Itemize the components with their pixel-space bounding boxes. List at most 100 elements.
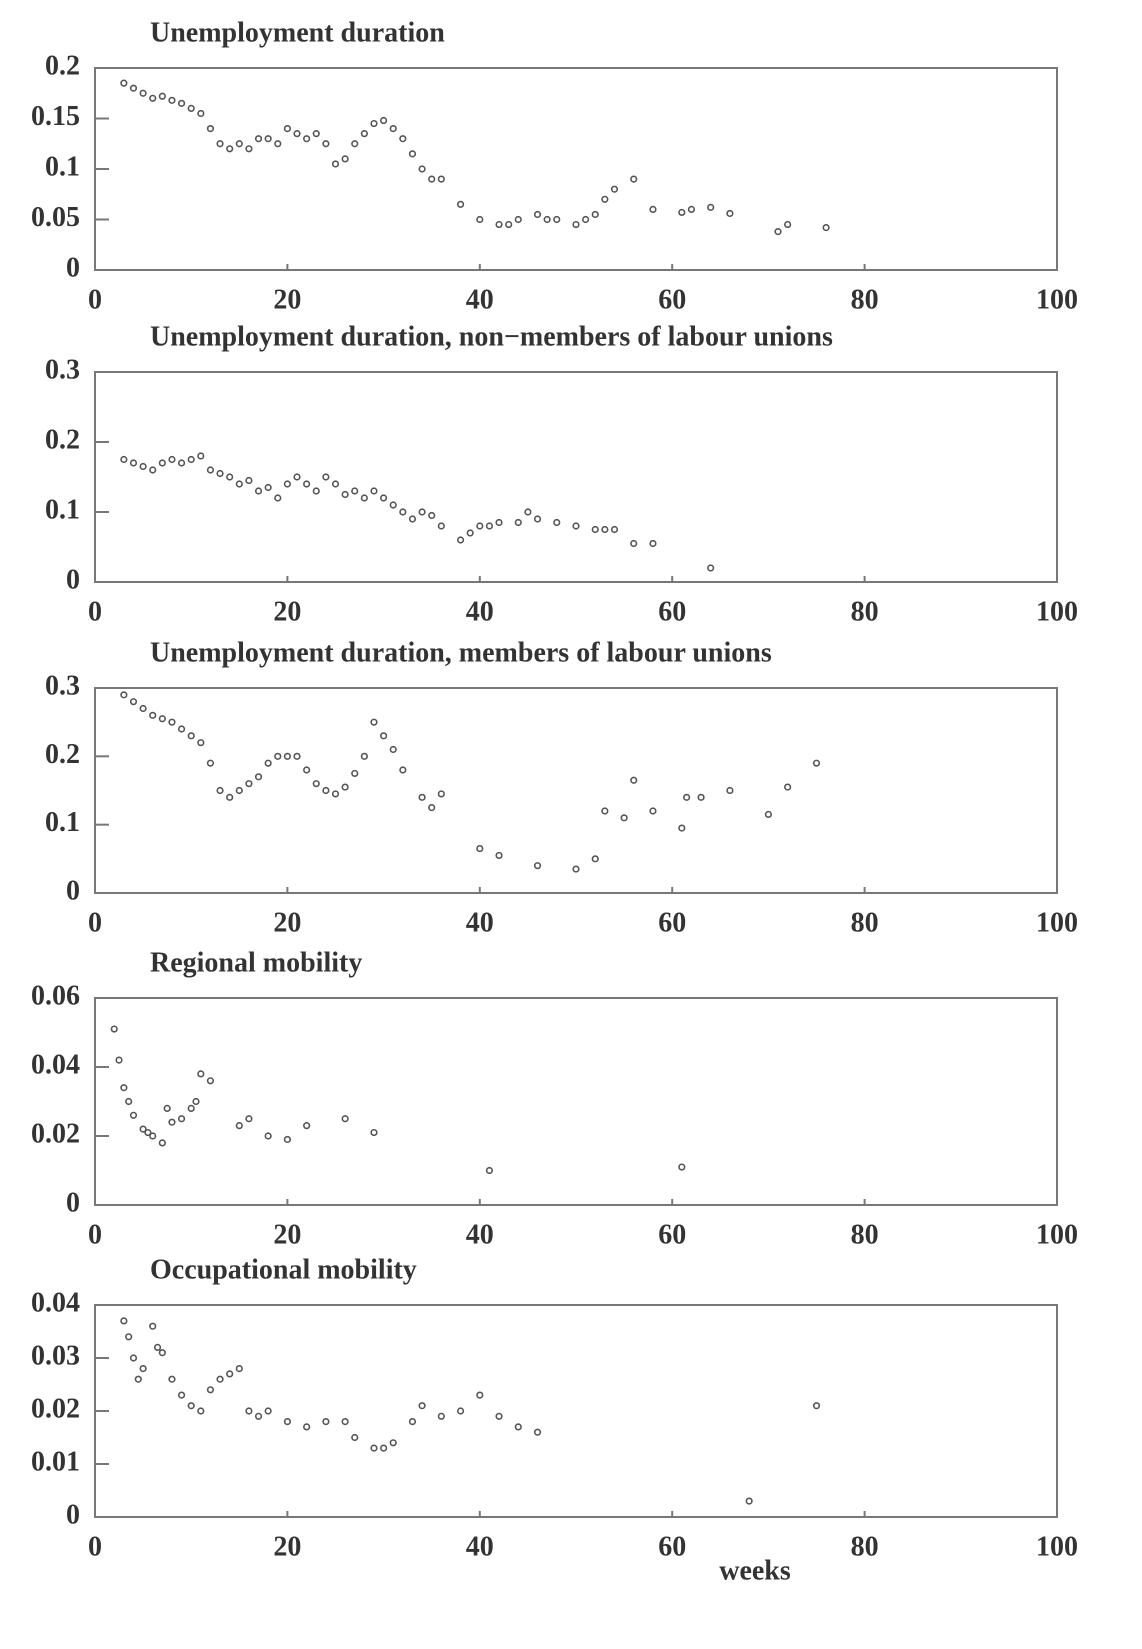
point (389, 1439, 397, 1447)
point (115, 1056, 123, 1064)
point (303, 1423, 311, 1431)
point (235, 480, 243, 488)
plot-frame (94, 67, 1058, 271)
point (264, 483, 272, 492)
point (158, 1349, 166, 1357)
point (399, 135, 407, 143)
point (649, 807, 657, 815)
point (177, 1115, 186, 1123)
point (370, 119, 378, 128)
point (784, 783, 792, 791)
y-tick-label: 0.1 (45, 151, 80, 182)
point (341, 490, 349, 499)
x-tick-label: 60 (658, 1219, 686, 1250)
point (197, 109, 205, 118)
point (456, 1407, 465, 1415)
point (245, 1115, 253, 1123)
point (120, 691, 128, 699)
plot-frame (94, 371, 1058, 583)
point (351, 487, 359, 495)
point (235, 1122, 243, 1130)
point (389, 125, 397, 133)
point (303, 1122, 311, 1130)
x-tick-label: 40 (466, 1219, 494, 1250)
point (206, 759, 215, 767)
panel-title: Regional mobility (150, 947, 362, 978)
point (572, 220, 580, 229)
point (216, 786, 224, 795)
x-tick-label: 40 (466, 284, 494, 315)
x-tick-label: 0 (88, 596, 102, 627)
point (283, 480, 292, 488)
point (331, 790, 340, 798)
point (235, 786, 243, 795)
point (149, 466, 157, 474)
point (582, 215, 590, 224)
point (437, 790, 445, 798)
x-tick-label: 40 (466, 596, 494, 627)
point (428, 511, 436, 520)
y-tick-label: 0.2 (45, 424, 80, 455)
y-tick-label: 0 (66, 1499, 80, 1530)
point (601, 195, 609, 203)
point (476, 522, 484, 530)
x-tick-label: 80 (851, 596, 879, 627)
point (129, 84, 138, 92)
point (764, 810, 773, 819)
point (683, 793, 691, 801)
point (610, 185, 619, 193)
point (485, 1166, 494, 1175)
point (197, 739, 205, 747)
point (456, 200, 465, 208)
point (341, 783, 349, 791)
point (274, 494, 282, 502)
point (149, 711, 157, 719)
plot-frame (94, 997, 1058, 1206)
point (149, 94, 157, 102)
point (341, 1417, 349, 1426)
point (437, 175, 445, 183)
point (389, 745, 397, 754)
point (495, 220, 503, 229)
x-tick-label: 20 (273, 1531, 301, 1562)
point (274, 140, 282, 148)
x-tick-label: 0 (88, 1531, 102, 1562)
point (380, 732, 388, 740)
point (322, 786, 330, 795)
point (630, 539, 638, 548)
x-tick-label: 0 (88, 1219, 102, 1250)
point (129, 1111, 138, 1119)
point (408, 1417, 417, 1426)
point (697, 793, 705, 801)
x-tick-label: 80 (851, 1531, 879, 1562)
point (553, 215, 561, 224)
point (168, 1375, 176, 1383)
point (360, 130, 368, 138)
panel-title: Unemployment duration, non−members of la… (150, 321, 833, 352)
point (187, 104, 195, 112)
x-tick-label: 100 (1036, 1219, 1078, 1250)
point (168, 455, 176, 464)
point (495, 1412, 503, 1420)
point (312, 780, 320, 788)
point (514, 1423, 522, 1431)
y-tick-label: 0.02 (31, 1118, 80, 1149)
point (158, 715, 166, 723)
point (533, 1428, 542, 1436)
point (312, 130, 320, 138)
point (168, 1118, 176, 1126)
point (283, 752, 292, 760)
point (129, 1354, 138, 1362)
point (110, 1025, 118, 1033)
point (687, 205, 696, 213)
point (149, 1132, 157, 1140)
point (649, 539, 657, 548)
point (264, 1132, 272, 1140)
point (476, 844, 484, 853)
point (283, 125, 292, 133)
point (264, 135, 272, 143)
point (553, 518, 561, 527)
y-tick-label: 0.1 (45, 807, 80, 838)
point (418, 793, 426, 801)
